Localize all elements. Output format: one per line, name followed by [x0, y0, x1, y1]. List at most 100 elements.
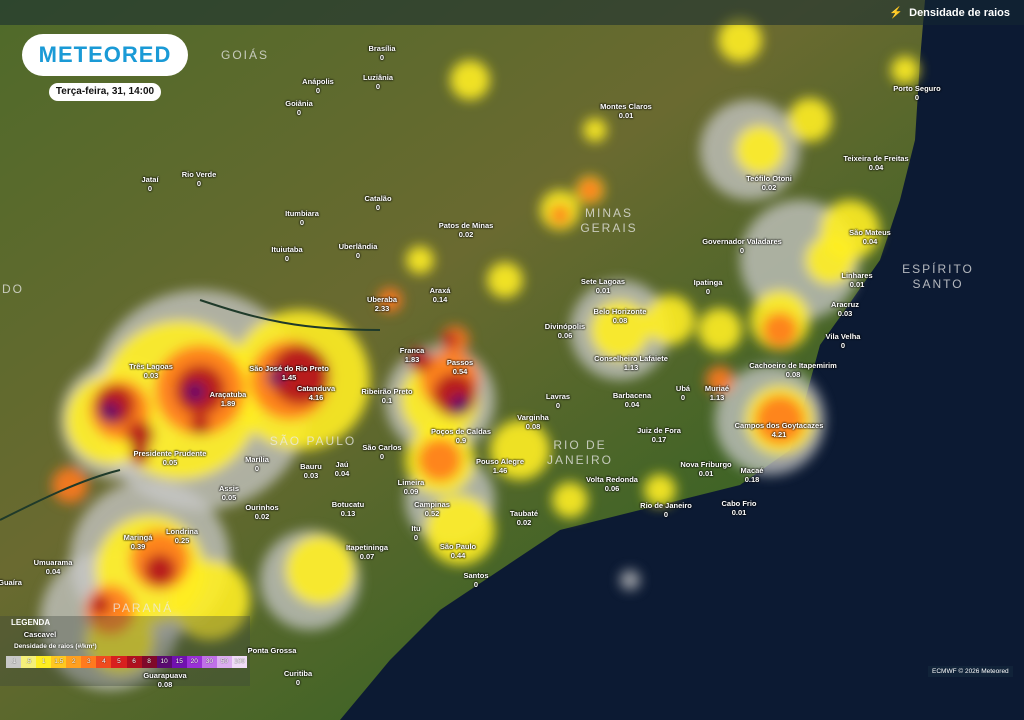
city-label[interactable]: Pouso Alegre 1.46	[476, 457, 524, 475]
city-label[interactable]: Luziânia 0	[363, 73, 393, 91]
city-label[interactable]: São José do Rio Preto 1.45	[249, 364, 329, 382]
city-label[interactable]: Teixeira de Freitas 0.04	[843, 154, 908, 172]
city-label[interactable]: Presidente Prudente 0.05	[134, 449, 207, 467]
city-label[interactable]: Uberaba 2.33	[367, 295, 397, 313]
city-value: 0	[295, 678, 301, 687]
city-name: Rio Verde	[181, 170, 217, 179]
city-label[interactable]: Uberlândia 0	[339, 242, 378, 260]
city-label[interactable]: Catalão 0	[364, 194, 391, 212]
density-cell	[788, 98, 832, 142]
city-value: 0.01	[731, 508, 747, 517]
density-cell	[450, 395, 470, 415]
city-label[interactable]: Campos dos Goytacazes 4.21	[735, 421, 824, 439]
city-label[interactable]: Poços de Caldas 0.9	[431, 427, 491, 445]
region-label: MINAS GERAIS	[580, 206, 638, 235]
city-label[interactable]: Taubaté 0.02	[510, 509, 538, 527]
city-label[interactable]: Conselheiro Lafaiete 1.13	[594, 354, 668, 372]
city-label[interactable]: Botucatu 0.13	[332, 500, 365, 518]
city-label[interactable]: Jataí 0	[141, 175, 158, 193]
city-label[interactable]: Assis 0.05	[219, 484, 239, 502]
city-label[interactable]: Vila Velha 0	[826, 332, 861, 350]
forecast-date[interactable]: Terça-feira, 31, 14:00	[49, 83, 161, 101]
city-label[interactable]: Nova Friburgo 0.01	[680, 460, 731, 478]
city-name: Itumbiara	[285, 209, 319, 218]
city-label[interactable]: Macaé 0.18	[741, 466, 764, 484]
city-label[interactable]: Campinas 0.52	[414, 500, 450, 518]
city-label[interactable]: Guarapuava 0.08	[143, 671, 186, 689]
city-label[interactable]: Volta Redonda 0.06	[586, 475, 638, 493]
city-label[interactable]: Ituiutaba 0	[271, 245, 302, 263]
city-name: Presidente Prudente	[133, 449, 207, 458]
city-label[interactable]: Governador Valadares 0	[702, 237, 782, 255]
city-label[interactable]: Divinópolis 0.06	[545, 322, 585, 340]
city-label[interactable]: Itapetininga 0.07	[346, 543, 388, 561]
city-label[interactable]: Juiz de Fora 0.17	[637, 426, 681, 444]
city-label[interactable]: Umuarama 0.04	[34, 558, 73, 576]
city-name: Guarapuava	[143, 671, 187, 680]
legend-title: LEGENDA	[11, 618, 51, 627]
city-label[interactable]: Aracruz 0.03	[831, 300, 859, 318]
city-label[interactable]: Barbacena 0.04	[613, 391, 651, 409]
city-name: Cascavel	[23, 630, 57, 639]
city-label[interactable]: Porto Seguro 0	[893, 84, 941, 102]
city-value: 1.13	[709, 393, 725, 402]
city-name: Campinas	[414, 500, 450, 509]
city-label[interactable]: Bauru 0.03	[300, 462, 322, 480]
city-label[interactable]: Muriaé 1.13	[705, 384, 729, 402]
legend-stop: 1.5	[51, 656, 67, 668]
city-label[interactable]: Belo Horizonte 0.08	[594, 307, 647, 325]
city-label[interactable]: Santos 0	[463, 571, 488, 589]
city-name: Porto Seguro	[893, 84, 941, 93]
city-label[interactable]: Itumbiara 0	[285, 209, 319, 227]
city-label[interactable]: Brasília 0	[368, 44, 395, 62]
city-label[interactable]: Araxá 0.14	[430, 286, 451, 304]
city-value: 0.18	[744, 475, 760, 484]
city-label[interactable]: Araçatuba 1.89	[210, 390, 247, 408]
city-label[interactable]: Ribeirão Preto 0.1	[361, 387, 412, 405]
city-label[interactable]: Curitiba 0	[284, 669, 312, 687]
city-label[interactable]: Cabo Frio 0.01	[722, 499, 757, 517]
city-label[interactable]: Patos de Minas 0.02	[439, 221, 494, 239]
city-label[interactable]: Linhares 0.01	[841, 271, 872, 289]
city-name: Itu	[411, 524, 421, 533]
city-label[interactable]: Anápolis 0	[302, 77, 334, 95]
city-label[interactable]: Varginha 0.08	[517, 413, 549, 431]
city-label[interactable]: Limeira 0.09	[398, 478, 425, 496]
city-label[interactable]: São Carlos 0	[362, 443, 401, 461]
city-label[interactable]: São Mateus 0.04	[849, 228, 891, 246]
city-label[interactable]: Goiânia 0	[285, 99, 313, 117]
city-label[interactable]: Maringá 0.39	[124, 533, 153, 551]
city-label[interactable]: Ourinhos 0.02	[245, 503, 278, 521]
meteored-logo[interactable]: METEORED	[22, 34, 188, 76]
city-label[interactable]: Três Lagoas 0.03	[129, 362, 173, 380]
city-label[interactable]: Sete Lagoas 0.01	[581, 277, 625, 295]
city-label[interactable]: Lavras 0	[546, 392, 570, 410]
layer-selector[interactable]: ⚡ Densidade de raios	[889, 6, 1010, 20]
city-label[interactable]: Cascavel	[24, 630, 57, 639]
city-label[interactable]: Marília 0	[245, 455, 269, 473]
city-label[interactable]: Franca 1.83	[400, 346, 425, 364]
city-label[interactable]: Guaíra	[0, 578, 22, 587]
city-label[interactable]: Ipatinga 0	[694, 278, 723, 296]
city-name: São José do Rio Preto	[249, 364, 329, 373]
city-value: 0	[299, 218, 305, 227]
city-label[interactable]: Ubá 0	[676, 384, 690, 402]
city-name: Guaíra	[0, 578, 22, 587]
city-label[interactable]: Teófilo Otoni 0.02	[746, 174, 792, 192]
city-label[interactable]: Rio Verde 0	[182, 170, 217, 188]
city-label[interactable]: Ponta Grossa	[248, 646, 297, 655]
city-value: 0	[296, 108, 302, 117]
city-label[interactable]: Montes Claros 0.01	[600, 102, 652, 120]
city-label[interactable]: São Paulo 0.44	[440, 542, 476, 560]
city-label[interactable]: Itu 0	[411, 524, 420, 542]
city-value: 0.05	[221, 493, 237, 502]
city-label[interactable]: Passos 0.54	[447, 358, 473, 376]
city-label[interactable]: Rio de Janeiro 0	[640, 501, 692, 519]
city-name: Araxá	[429, 286, 451, 295]
city-label[interactable]: Catanduva 4.16	[297, 384, 335, 402]
city-label[interactable]: Jaú 0.04	[335, 460, 350, 478]
city-label[interactable]: Londrina 0.25	[166, 527, 198, 545]
city-label[interactable]: Cachoeiro de Itapemirim 0.08	[749, 361, 837, 379]
city-name: Brasília	[368, 44, 396, 53]
